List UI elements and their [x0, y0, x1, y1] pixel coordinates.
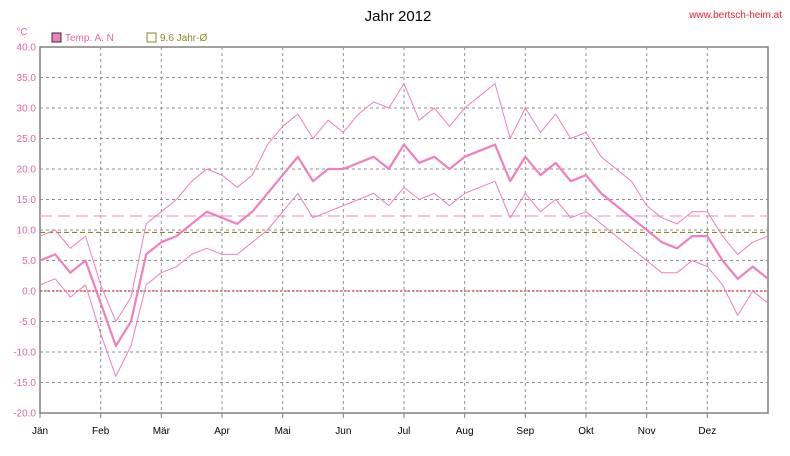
y-tick-label: 10.0 — [17, 226, 37, 237]
y-tick-label: 20.0 — [17, 165, 37, 176]
y-tick-label: -5.0 — [19, 317, 37, 328]
y-tick-label: 0.0 — [22, 287, 36, 298]
y-tick-label: 30.0 — [17, 104, 37, 115]
legend-swatch-avg — [146, 32, 157, 43]
x-tick-label: Jul — [398, 426, 411, 437]
series-max-line — [39, 83, 769, 322]
legend-label-avg: 9.6 Jahr-Ø — [160, 33, 207, 44]
y-tick-label: -20.0 — [13, 409, 36, 420]
x-tick-label: Mai — [275, 426, 291, 437]
y-tick-label: 15.0 — [17, 195, 37, 206]
source-url: www.bertsch-heim.at — [688, 10, 782, 21]
series-mean-line — [39, 143, 769, 347]
series-min-line — [39, 180, 769, 377]
reference-lines — [40, 215, 768, 292]
x-tick-label: Jun — [335, 426, 351, 437]
y-tick-label: 40.0 — [17, 43, 37, 54]
x-tick-label: Jän — [32, 426, 48, 437]
y-tick-label: 5.0 — [22, 256, 36, 267]
x-tick-label: Feb — [92, 426, 110, 437]
y-tick-label: 35.0 — [17, 73, 37, 84]
y-axis-labels: 40.0 35.0 30.0 25.0 20.0 15.0 10.0 5.0 0.0 -5.0 -1… — [13, 43, 36, 420]
x-tick-label: Sep — [516, 426, 534, 437]
x-tick-label: Apr — [214, 426, 230, 437]
x-tick-label: Nov — [638, 426, 656, 437]
legend-label-temp: Temp. A. N — [65, 33, 114, 44]
legend: Temp. A. N 9.6 Jahr-Ø — [51, 32, 207, 44]
x-tick-label: Dez — [698, 426, 716, 437]
y-tick-label: 25.0 — [17, 134, 37, 145]
y-tick-label: -15.0 — [13, 378, 36, 389]
x-axis-labels: Jän Feb Mär Apr Mai Jun Jul Aug Sep Okt Nov Dez — [32, 426, 716, 437]
x-tick-label: Aug — [456, 426, 474, 437]
x-tick-label: Okt — [578, 426, 594, 437]
y-tick-label: -10.0 — [13, 348, 36, 359]
legend-swatch-temp — [51, 32, 62, 43]
y-unit-label: °C — [16, 27, 27, 38]
x-tick-label: Mär — [153, 426, 171, 437]
series-lines — [39, 83, 769, 377]
chart-title: Jahr 2012 — [365, 8, 432, 25]
